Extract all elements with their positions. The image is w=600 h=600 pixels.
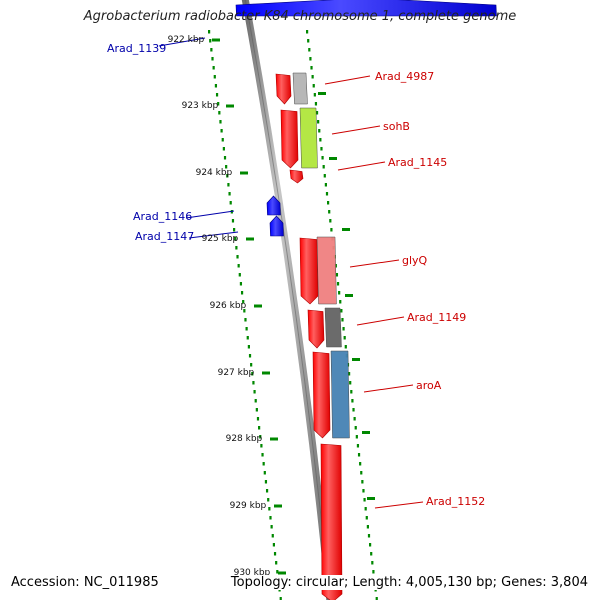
gene-arrow-forward	[307, 309, 325, 349]
cog-category-bar	[330, 350, 350, 439]
gene-label: sohB	[383, 120, 410, 133]
accession-text: Accession: NC_011985	[9, 575, 161, 590]
gene-arrow-reverse	[269, 215, 284, 237]
gene-arrow-forward	[289, 169, 304, 184]
gene-arrow-reverse	[235, 0, 497, 17]
kbp-tick-track	[208, 30, 378, 600]
gene-label: Arad_1147	[135, 230, 195, 243]
gene-label-leader	[349, 259, 400, 268]
gene-label-leader	[158, 37, 206, 47]
kbp-tick-label: 924 kbp	[195, 168, 233, 178]
gene-arrow-forward	[280, 109, 299, 169]
label-leader-lines	[158, 37, 424, 509]
kbp-tick-mark	[240, 171, 248, 175]
gene-label: aroA	[416, 379, 442, 392]
kbp-tick-mark	[274, 504, 282, 508]
gene-label-leader	[185, 210, 235, 219]
gene-label: Arad_1152	[426, 495, 486, 508]
kbp-tick-mark	[262, 371, 270, 375]
kbp-tick-label: 929 kbp	[229, 501, 267, 511]
kbp-tick-mark	[278, 571, 286, 575]
gene-label: Arad_4987	[375, 70, 435, 83]
cog-category-bar	[316, 236, 337, 305]
gene-label-leader	[337, 161, 386, 171]
chromosome-backbone	[241, 0, 334, 600]
gene-label-leader	[356, 316, 405, 326]
gene-arrow-reverse	[266, 195, 281, 216]
kbp-tick-mark	[246, 237, 254, 241]
kbp-tick-label: 922 kbp	[167, 35, 205, 45]
cog-category-bar	[324, 307, 342, 348]
kbp-tick-label: 928 kbp	[225, 434, 263, 444]
kbp-tick-label: 925 kbp	[201, 234, 239, 244]
gene-label-leader	[374, 501, 424, 509]
gene-label-leader	[188, 231, 239, 239]
cog-category-bar	[292, 72, 308, 105]
cog-category-bar	[299, 107, 318, 169]
kbp-tick-mark	[254, 304, 262, 308]
gene-label-leader	[324, 75, 371, 85]
gene-arrow-forward	[320, 443, 343, 600]
kbp-tick-mark	[270, 437, 278, 441]
kbp-tick-mark	[226, 104, 234, 108]
gene-arrow-forward	[299, 237, 319, 305]
gene-arrow-forward	[312, 351, 331, 439]
gene-label: glyQ	[402, 254, 428, 267]
map-title: Agrobacterium radiobacter K84 chromosome…	[83, 9, 517, 24]
gene-label: Arad_1139	[107, 42, 167, 55]
gene-label-leader	[331, 125, 381, 135]
gene-label: Arad_1145	[388, 156, 448, 169]
kbp-tick-label: 927 kbp	[217, 368, 255, 378]
gene-label: Arad_1149	[407, 311, 467, 324]
kbp-tick-label: 926 kbp	[209, 301, 247, 311]
gene-features	[235, 0, 497, 600]
gene-arrow-forward	[275, 73, 292, 105]
kbp-tick-label: 923 kbp	[181, 101, 219, 111]
kbp-tick-label: 930 kbp	[233, 568, 271, 578]
gene-label: Arad_1146	[133, 210, 193, 223]
topology-text: Topology: circular; Length: 4,005,130 bp…	[228, 575, 590, 590]
gene-label-leader	[363, 384, 414, 393]
kbp-tick-mark	[212, 38, 220, 42]
